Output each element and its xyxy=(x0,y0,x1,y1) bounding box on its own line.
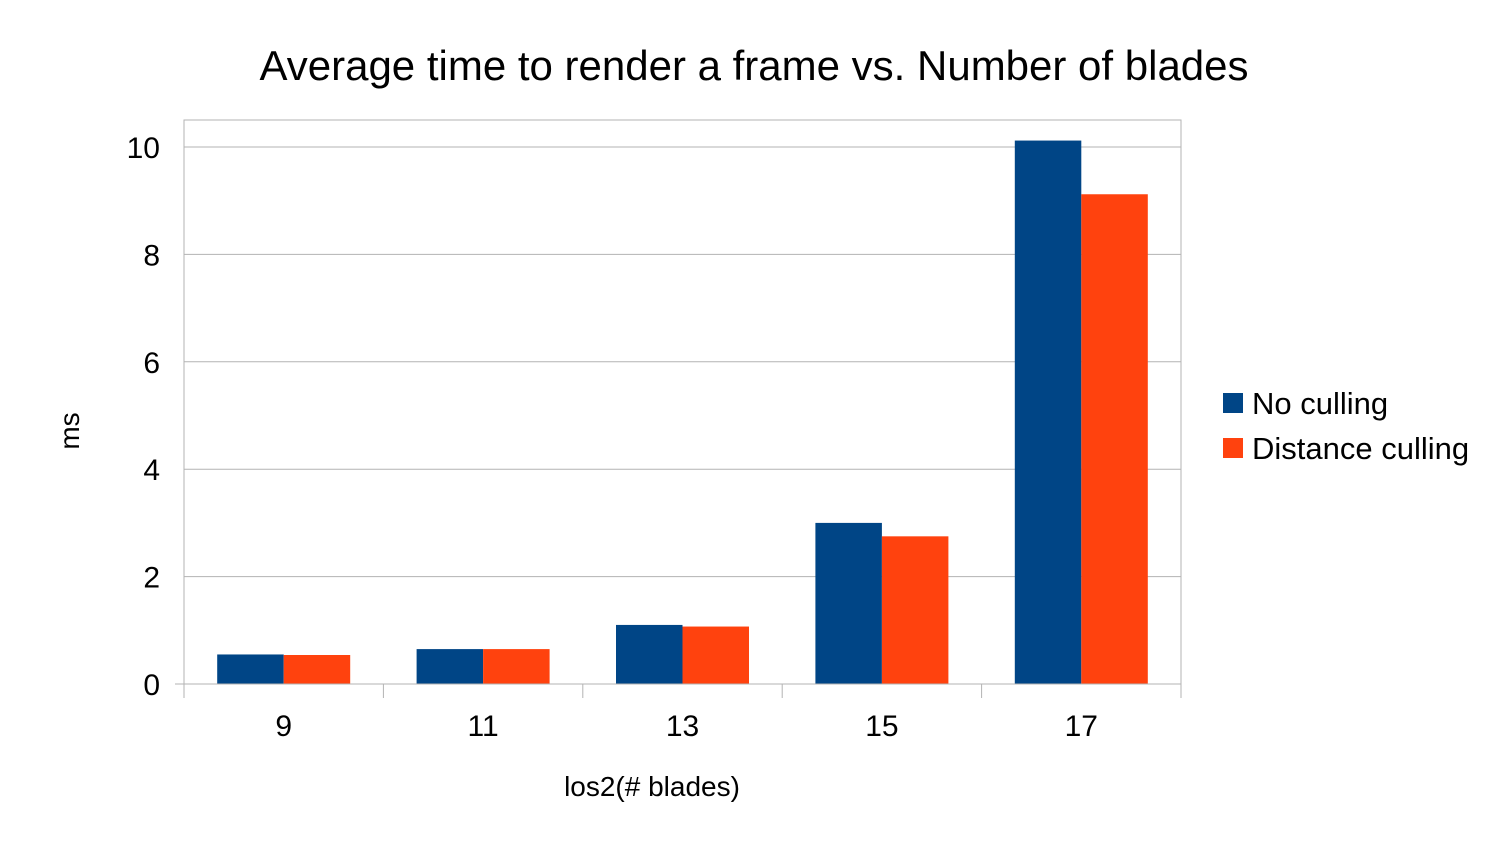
x-tick-label: 9 xyxy=(275,710,292,743)
y-tick-label: 8 xyxy=(143,239,160,272)
legend-label: No culling xyxy=(1252,386,1388,421)
y-tick-labels: 0 2 4 6 8 10 xyxy=(127,132,160,702)
y-tick-label: 0 xyxy=(143,669,160,702)
x-axis-label: los2(# blades) xyxy=(564,771,740,802)
bars xyxy=(217,140,1148,685)
legend-label: Distance culling xyxy=(1252,431,1469,466)
bar-no-culling xyxy=(616,624,683,684)
bar-no-culling xyxy=(416,649,484,684)
bar-no-culling xyxy=(217,654,284,684)
y-tick-label: 10 xyxy=(127,132,160,165)
y-tick-label: 6 xyxy=(143,347,160,380)
bar-distance-culling xyxy=(1081,194,1148,685)
bar-distance-culling xyxy=(483,649,550,684)
y-tick-label: 2 xyxy=(143,562,160,595)
x-tick-labels: 9 11 13 15 17 xyxy=(275,710,1098,743)
legend-swatch xyxy=(1223,438,1243,458)
bar-distance-culling xyxy=(881,536,949,684)
chart-title: Average time to render a frame vs. Numbe… xyxy=(259,42,1248,89)
bar-no-culling xyxy=(1014,140,1082,684)
x-tick-label: 17 xyxy=(1065,710,1098,743)
axes xyxy=(175,683,1182,698)
x-tick-label: 13 xyxy=(666,710,699,743)
x-tick-label: 15 xyxy=(865,710,898,743)
legend-swatch xyxy=(1223,393,1243,413)
y-axis-label: ms xyxy=(54,412,85,449)
bar-no-culling xyxy=(815,522,882,684)
legend: No culling Distance culling xyxy=(1223,386,1469,466)
bar-distance-culling xyxy=(682,626,749,684)
bar-distance-culling xyxy=(283,655,351,684)
y-tick-label: 4 xyxy=(143,454,160,487)
x-tick-label: 11 xyxy=(468,710,499,743)
